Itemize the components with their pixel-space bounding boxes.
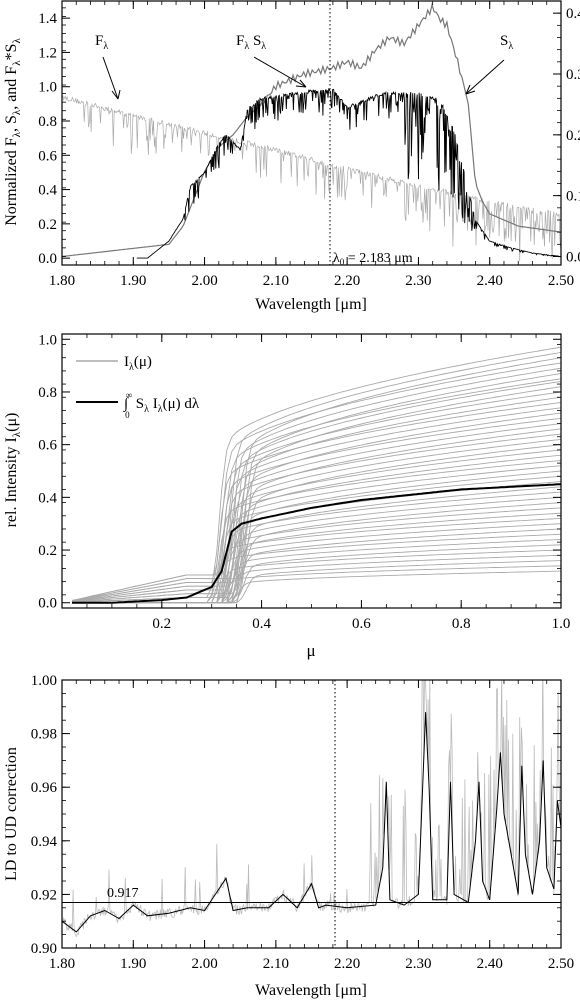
plot-frame xyxy=(61,0,562,266)
p3-plot-area xyxy=(62,680,561,938)
p2-ylabel: rel. Intensity Iλ(μ) xyxy=(3,413,23,528)
x-tick-label: 2.50 xyxy=(548,956,574,972)
y-tick-label: 0.4 xyxy=(38,490,57,506)
y-tick-label: 1.0 xyxy=(38,80,57,96)
y-tick-label: 0.92 xyxy=(31,887,57,903)
panel-spectrum: 1.80 1.90 2.00 2.10 2.20 2.30 2.40 2.50 0.0 0.2 0.… xyxy=(3,0,580,313)
intensity-curve xyxy=(71,470,561,602)
p1-plot-area xyxy=(62,2,561,262)
x-tick-label: 1.80 xyxy=(49,273,75,289)
x-tick-label: 2.40 xyxy=(477,273,503,289)
p3-ylabel: LD to UD correction xyxy=(3,747,20,881)
x-tick-label: 2.10 xyxy=(263,273,289,289)
p1-annotation-FS: Fλ Sλ xyxy=(236,33,307,88)
x-tick-label: 2.20 xyxy=(334,956,360,972)
svg-text:Sλ: Sλ xyxy=(500,33,513,52)
p3-axes: 1.80 1.90 2.00 2.10 2.20 2.30 2.40 2.50 0.90 0.92… xyxy=(31,673,574,972)
x-tick-label: 1.80 xyxy=(49,956,75,972)
y-tick-label: 0.90 xyxy=(31,941,57,957)
y-tick-label: 0.6 xyxy=(38,148,57,164)
series-S-lambda xyxy=(62,2,561,258)
intensity-curve xyxy=(72,507,561,604)
p2-legend: Iλ(μ) ∫ 0∞ Sλ Iλ(μ) dλ xyxy=(76,354,200,420)
y-tick-label: 0.94 xyxy=(31,834,58,850)
svg-text:Fλ Sλ: Fλ Sλ xyxy=(236,33,266,52)
intensity-curve xyxy=(72,491,561,604)
intensity-curve xyxy=(72,554,561,604)
y-tick-label: 1.2 xyxy=(38,45,57,61)
legend-label-black: ∫ 0∞ Sλ Iλ(μ) dλ xyxy=(123,390,200,420)
x-tick-label: 2.30 xyxy=(405,956,431,972)
series-correction xyxy=(62,712,561,933)
y-right-tick-label: 0.4 xyxy=(566,6,580,22)
p2-xlabel: μ xyxy=(306,641,315,660)
y-tick-label: 0.8 xyxy=(38,114,57,130)
panel-correction: 1.80 1.90 2.00 2.10 2.20 2.30 2.40 2.50 0.90 0.92… xyxy=(3,673,574,999)
y-right-tick-label: 0.1 xyxy=(566,189,580,205)
intensity-curve xyxy=(71,486,561,603)
x-tick-label: 0.4 xyxy=(252,616,271,632)
x-tick-label: 1.90 xyxy=(120,273,146,289)
intensity-curve xyxy=(71,454,561,603)
x-tick-label: 2.00 xyxy=(191,956,217,972)
y-right-tick-label: 0.3 xyxy=(566,67,580,83)
intensity-curve xyxy=(71,517,561,603)
x-tick-label: 2.50 xyxy=(548,273,574,289)
p3-xlabel: Wavelength [μm] xyxy=(255,982,367,999)
p3-hline-label: 0.917 xyxy=(107,886,139,901)
p2-plot-area xyxy=(71,346,561,604)
x-tick-label: 2.40 xyxy=(477,956,503,972)
y-tick-label: 1.0 xyxy=(38,332,57,348)
y-tick-label: 0.98 xyxy=(31,727,57,743)
y-tick-label: 0.2 xyxy=(38,217,57,233)
y-tick-label: 0.0 xyxy=(38,251,57,267)
y-tick-label: 0.8 xyxy=(38,385,57,401)
p1-axes: 1.80 1.90 2.00 2.10 2.20 2.30 2.40 2.50 0.0 0.2 0.… xyxy=(38,0,580,289)
y-right-tick-label: 0.2 xyxy=(566,128,580,144)
legend-label-grey: Iλ(μ) xyxy=(124,354,152,373)
y-tick-label: 0.4 xyxy=(38,183,57,199)
x-tick-label: 1.90 xyxy=(120,956,146,972)
y-tick-label: 0.2 xyxy=(38,543,57,559)
x-tick-label: 2.20 xyxy=(334,273,360,289)
y-right-tick-label: 0.0 xyxy=(566,249,580,265)
p1-ylabel: Normalized Fλ, Sλ, and Fλ*Sλ xyxy=(3,38,23,226)
p1-xlabel: Wavelength [μm] xyxy=(255,296,367,313)
x-tick-label: 2.30 xyxy=(405,273,431,289)
y-tick-label: 0.6 xyxy=(38,438,57,454)
panel-intensity: 0.2 0.4 0.6 0.8 1.0 0.0 0.2 0.4 0.6 0.8 1.0 Iλ(μ) … xyxy=(3,332,570,660)
intensity-curve xyxy=(71,502,561,602)
x-tick-label: 0.8 xyxy=(452,616,471,632)
y-tick-label: 1.00 xyxy=(31,673,57,689)
y-tick-label: 0.0 xyxy=(38,596,57,612)
correction-noisy xyxy=(62,680,561,938)
x-tick-label: 2.10 xyxy=(263,956,289,972)
series-F-lambda xyxy=(62,95,561,262)
p1-annotation-F: Fλ xyxy=(95,33,121,100)
y-tick-label: 0.96 xyxy=(31,780,58,796)
p1-lambda0-label: λ0 = 2.183 μm xyxy=(333,251,413,267)
series-F-times-S xyxy=(136,87,561,259)
intensity-curve xyxy=(72,417,561,604)
x-tick-label: 0.6 xyxy=(352,616,371,632)
intensity-curve xyxy=(72,428,561,604)
x-tick-label: 1.0 xyxy=(552,616,571,632)
x-tick-label: 2.00 xyxy=(191,273,217,289)
intensity-curve xyxy=(71,533,561,601)
intensity-curve xyxy=(71,549,561,602)
intensity-curve xyxy=(72,570,561,604)
intensity-curve xyxy=(72,465,561,604)
p2-axes: 0.2 0.4 0.6 0.8 1.0 0.0 0.2 0.4 0.6 0.8 1.0 xyxy=(38,332,570,632)
y-tick-label: 1.4 xyxy=(38,11,57,27)
intensity-curve xyxy=(72,433,561,604)
intensity-curve xyxy=(71,565,561,603)
svg-text:Fλ: Fλ xyxy=(95,33,108,52)
intensity-curve xyxy=(72,539,561,604)
x-tick-label: 0.2 xyxy=(152,616,171,632)
p1-annotation-S: Sλ xyxy=(465,33,513,95)
series-integrated-intensity xyxy=(72,483,561,604)
